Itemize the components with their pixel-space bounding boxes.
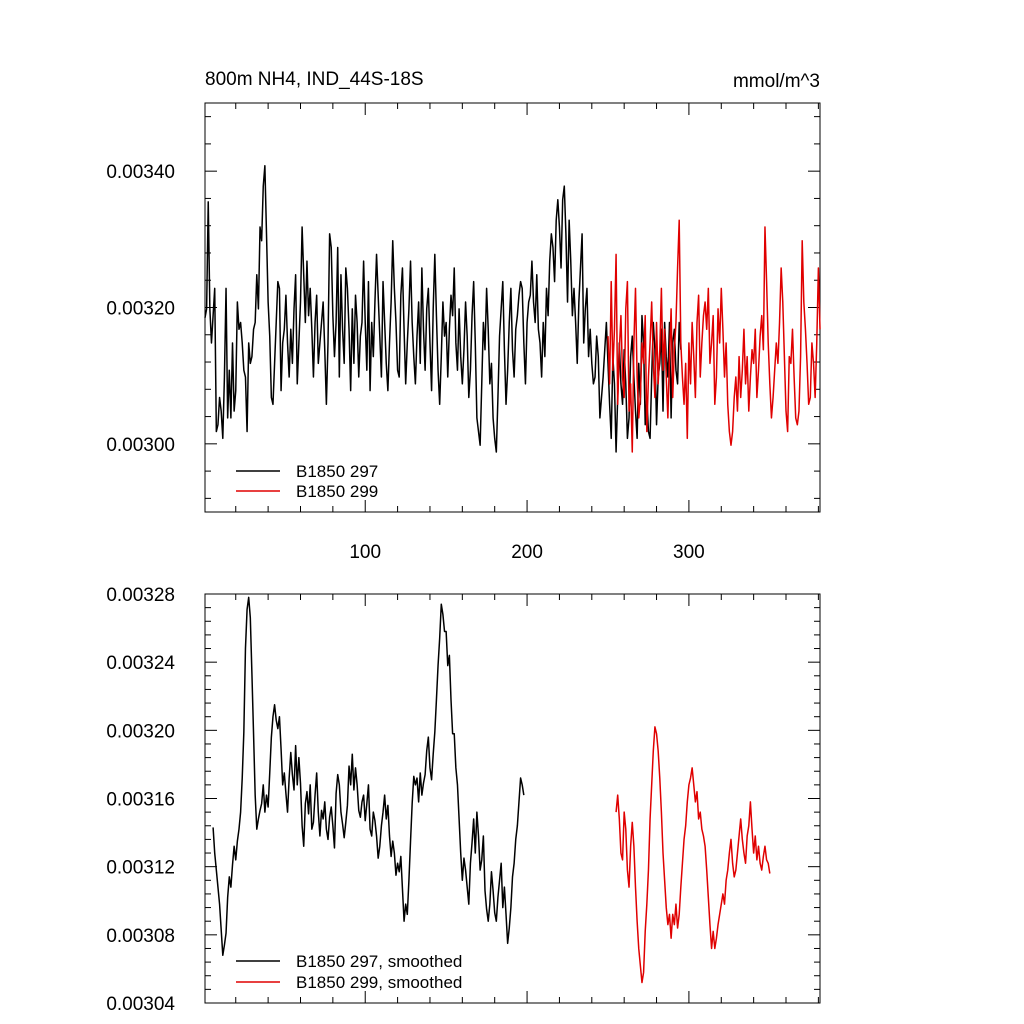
series-line-b1850-297-smoothed xyxy=(212,596,525,957)
top-y-tick-label: 0.00340 xyxy=(106,162,175,183)
top-panel: 800m NH4, IND_44S-18S mmol/m^3 0.003000.… xyxy=(106,69,821,563)
top-x-tick-label: 200 xyxy=(511,542,543,563)
bottom-panel-legend: B1850 297, smoothed B1850 299, smoothed xyxy=(236,952,462,992)
bottom-y-tick-label: 0.00324 xyxy=(106,653,175,674)
top-y-tick-label: 0.00300 xyxy=(106,435,175,456)
top-panel-ticks: 0.00300 0.00320 0.00340 100 200 300 xyxy=(106,103,820,563)
series-line-b1850-299 xyxy=(607,219,821,453)
bottom-y-tick-label: 0.00316 xyxy=(106,790,175,811)
series-line-b1850-299-smoothed xyxy=(615,726,771,984)
legend-label-b1850-297: B1850 297 xyxy=(296,462,378,481)
top-x-tick-label: 100 xyxy=(349,542,381,563)
bottom-panel-frame xyxy=(204,593,821,1004)
bottom-panel-ticks: 0.00304 0.00308 0.00312 0.00316 0.00320 0.003… xyxy=(106,585,820,1015)
bottom-y-tick-label: 0.00320 xyxy=(106,721,175,742)
bottom-panel: 0.00304 0.00308 0.00312 0.00316 0.00320 0.003… xyxy=(106,585,821,1015)
legend-label-b1850-299-smoothed: B1850 299, smoothed xyxy=(296,973,462,992)
top-y-tick-label: 0.00320 xyxy=(106,299,175,320)
bottom-panel-series xyxy=(212,596,771,984)
top-panel-title: 800m NH4, IND_44S-18S xyxy=(205,69,424,90)
bottom-y-tick-label: 0.00308 xyxy=(106,926,175,947)
top-panel-frame xyxy=(204,102,821,513)
bottom-y-tick-label: 0.00312 xyxy=(106,858,175,879)
top-panel-units: mmol/m^3 xyxy=(733,71,820,92)
series-line-b1850-297 xyxy=(204,164,682,453)
top-panel-series xyxy=(204,164,821,453)
top-x-tick-label: 300 xyxy=(673,542,705,563)
top-panel-legend: B1850 297 B1850 299 xyxy=(236,462,378,501)
bottom-y-tick-label: 0.00304 xyxy=(106,994,175,1015)
bottom-y-tick-label: 0.00328 xyxy=(106,585,175,606)
legend-label-b1850-297-smoothed: B1850 297, smoothed xyxy=(296,952,462,971)
legend-label-b1850-299: B1850 299 xyxy=(296,482,378,501)
